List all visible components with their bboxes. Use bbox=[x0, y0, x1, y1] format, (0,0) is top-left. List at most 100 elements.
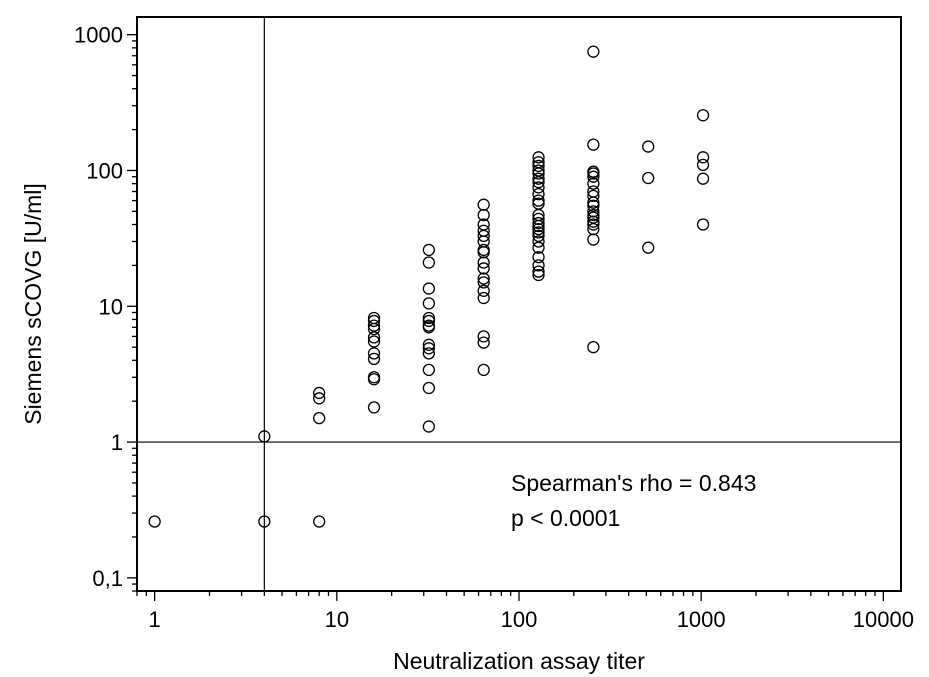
data-point bbox=[422, 282, 436, 295]
data-point bbox=[532, 226, 545, 239]
data-points bbox=[148, 45, 710, 528]
x-tick-label: 100 bbox=[501, 607, 538, 632]
data-point bbox=[532, 164, 545, 177]
y-axis-title: Siemens sCOVG [U/ml] bbox=[20, 183, 46, 425]
data-point bbox=[422, 381, 436, 395]
y-tick-label: 1000 bbox=[74, 23, 123, 48]
y-tick-label: 1 bbox=[111, 430, 123, 455]
data-point bbox=[532, 187, 545, 201]
y-tick-label: 10 bbox=[99, 294, 123, 319]
data-point bbox=[258, 515, 271, 528]
data-point bbox=[422, 363, 436, 377]
x-tick-label: 10 bbox=[325, 607, 349, 632]
data-point bbox=[587, 167, 600, 180]
data-point bbox=[642, 241, 655, 254]
x-axis: 1 10 100 1000 10000 bbox=[136, 591, 914, 632]
x-tick-label: 10000 bbox=[853, 607, 914, 632]
data-point bbox=[532, 167, 545, 180]
data-point bbox=[532, 151, 545, 164]
data-point bbox=[367, 335, 381, 348]
data-point bbox=[587, 340, 600, 354]
y-tick-label: 100 bbox=[86, 158, 123, 183]
data-point bbox=[696, 158, 710, 172]
data-point bbox=[696, 151, 710, 164]
data-point bbox=[532, 172, 545, 185]
data-point bbox=[148, 515, 161, 528]
data-point bbox=[313, 392, 326, 405]
data-point bbox=[313, 515, 326, 528]
data-point bbox=[477, 272, 490, 285]
data-point bbox=[532, 216, 545, 230]
p-value-annotation: p < 0.0001 bbox=[511, 505, 620, 531]
data-point bbox=[477, 284, 490, 297]
data-point bbox=[477, 246, 490, 259]
data-point bbox=[477, 276, 490, 289]
data-point bbox=[367, 331, 381, 344]
data-point bbox=[422, 338, 436, 351]
data-point bbox=[587, 218, 600, 231]
data-point bbox=[587, 196, 600, 209]
data-point bbox=[477, 291, 490, 305]
data-point bbox=[422, 311, 436, 325]
y-axis: 0,1 1 10 100 1000 bbox=[74, 23, 137, 592]
data-point bbox=[422, 321, 436, 334]
data-point bbox=[587, 170, 600, 183]
x-tick-label: 1 bbox=[149, 607, 161, 632]
data-point bbox=[477, 198, 490, 211]
data-point bbox=[313, 386, 326, 400]
data-point bbox=[642, 140, 655, 153]
data-point bbox=[313, 411, 326, 425]
data-point bbox=[477, 336, 490, 349]
data-point bbox=[532, 194, 545, 207]
data-point bbox=[422, 314, 436, 328]
data-point bbox=[477, 330, 490, 343]
data-point bbox=[367, 322, 381, 336]
data-point bbox=[477, 243, 490, 257]
data-point bbox=[477, 208, 490, 222]
data-point bbox=[532, 212, 545, 226]
data-point bbox=[422, 297, 436, 310]
data-point bbox=[532, 265, 545, 278]
spearman-annotation: Spearman's rho = 0.843 bbox=[511, 470, 756, 496]
data-point bbox=[367, 352, 381, 365]
y-tick-label: 0,1 bbox=[92, 566, 123, 591]
data-point bbox=[532, 259, 545, 272]
data-point bbox=[532, 251, 545, 264]
data-point bbox=[587, 233, 600, 246]
data-point bbox=[532, 222, 545, 236]
data-point bbox=[367, 373, 381, 386]
data-point bbox=[422, 342, 436, 355]
data-point bbox=[422, 243, 436, 257]
x-tick-label: 1000 bbox=[677, 607, 726, 632]
data-point bbox=[477, 229, 490, 243]
data-point bbox=[532, 176, 545, 189]
data-point bbox=[532, 235, 545, 248]
data-point bbox=[587, 45, 600, 58]
data-point bbox=[696, 109, 710, 122]
data-point bbox=[367, 319, 381, 332]
data-point bbox=[532, 241, 545, 254]
data-point bbox=[532, 229, 545, 243]
data-point bbox=[422, 347, 436, 360]
data-point bbox=[587, 215, 600, 228]
data-point bbox=[532, 219, 545, 233]
data-point bbox=[367, 314, 381, 328]
data-point bbox=[422, 256, 436, 269]
data-point bbox=[422, 420, 436, 433]
data-point bbox=[477, 363, 490, 377]
data-point bbox=[477, 256, 490, 269]
data-point bbox=[367, 347, 381, 360]
data-point bbox=[532, 268, 545, 282]
data-point bbox=[696, 218, 710, 231]
data-point bbox=[642, 171, 655, 185]
data-point bbox=[367, 401, 381, 414]
data-point bbox=[258, 430, 271, 443]
data-point bbox=[587, 199, 600, 212]
data-point bbox=[587, 177, 600, 190]
data-point bbox=[587, 189, 600, 203]
data-point bbox=[532, 159, 545, 173]
x-axis-title: Neutralization assay titer bbox=[393, 648, 645, 674]
data-point bbox=[532, 181, 545, 194]
data-point bbox=[587, 205, 600, 218]
